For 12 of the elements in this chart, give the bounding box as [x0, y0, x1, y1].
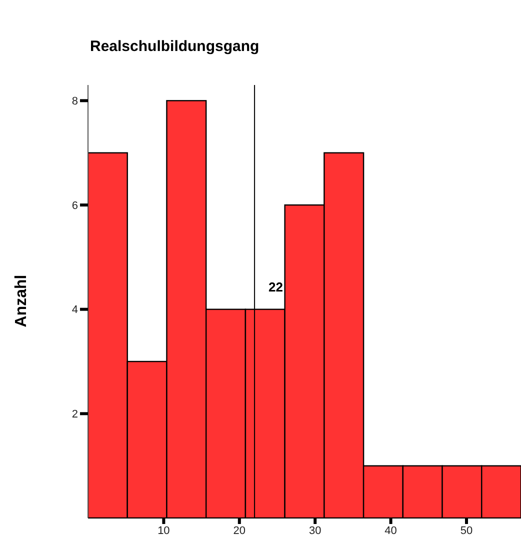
y-tick-label: 8	[72, 96, 78, 108]
y-axis-title: Anzahl	[13, 274, 31, 328]
chart-title: Realschulbildungsgang	[90, 38, 260, 55]
x-tick-label: 50	[460, 524, 473, 537]
x-tick-label: 10	[158, 524, 170, 537]
ref-line-label: 22	[268, 280, 284, 294]
y-tick-label: 6	[72, 200, 78, 212]
y-tick-label: 2	[72, 408, 78, 421]
x-tick-label: 20	[233, 524, 246, 537]
x-tick-label: 30	[308, 524, 322, 537]
x-tick-label: 40	[384, 524, 397, 537]
y-tick-label: 4	[72, 304, 78, 316]
